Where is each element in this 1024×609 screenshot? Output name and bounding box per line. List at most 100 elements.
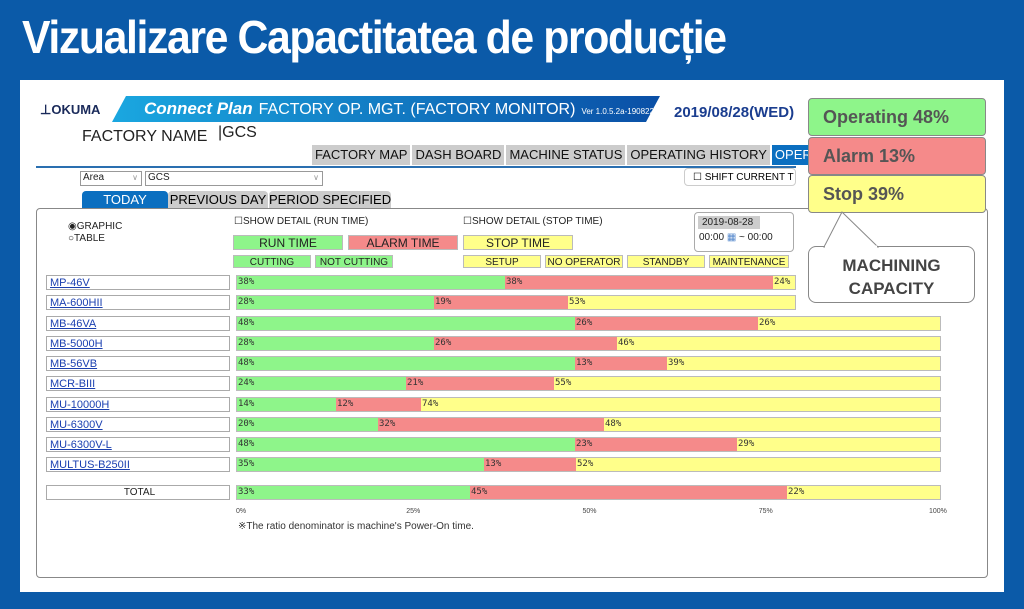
stacked-bar: 28% 26% 46%	[236, 336, 941, 351]
tab-machine-status[interactable]: MACHINE STATUS	[506, 145, 626, 165]
stacked-bar: 28% 19% 53%	[236, 295, 796, 310]
legend-setup: SETUP	[463, 255, 541, 268]
bar-segment-stop-time: 22%	[787, 486, 940, 499]
axis-tick-label: 50%	[582, 508, 597, 515]
nav-tabs: FACTORY MAP DASH BOARD MACHINE STATUS OP…	[312, 145, 830, 165]
machine-link[interactable]: MU-10000H	[46, 397, 230, 412]
app-banner: Connect Plan FACTORY OP. MGT. (FACTORY MO…	[112, 96, 660, 122]
bar-segment-stop-time: 74%	[421, 398, 940, 411]
bar-segment-run-time: 33%	[237, 486, 470, 499]
stop-callout: Stop 39%	[808, 175, 986, 213]
shift-current-checkbox[interactable]: ☐ SHIFT CURRENT T	[684, 168, 796, 186]
chevron-down-icon: ∨	[132, 173, 138, 182]
current-date: 2019/08/28(WED)	[674, 104, 795, 121]
tab-today[interactable]: TODAY	[82, 191, 168, 209]
bar-segment-stop-time: 55%	[554, 377, 940, 390]
tab-dash-board[interactable]: DASH BOARD	[412, 145, 505, 165]
bar-segment-stop-time: 52%	[576, 458, 940, 471]
stacked-bar: 48% 23% 29%	[236, 437, 941, 452]
bar-segment-run-time: 48%	[237, 317, 575, 330]
machining-capacity-label: MACHINING CAPACITY	[808, 246, 975, 303]
machine-link[interactable]: MB-5000H	[46, 336, 230, 351]
bar-segment-alarm-time: 26%	[434, 337, 617, 350]
date-field[interactable]: 2019-08-28	[698, 216, 760, 229]
bar-segment-stop-time: 46%	[617, 337, 940, 350]
legend-cutting: CUTTING	[233, 255, 311, 268]
time-to[interactable]: 00:00	[747, 232, 773, 243]
bar-segment-run-time: 14%	[237, 398, 336, 411]
bar-segment-alarm-time: 38%	[505, 276, 773, 289]
bar-segment-run-time: 35%	[237, 458, 484, 471]
show-detail-run-checkbox[interactable]: ☐SHOW DETAIL (RUN TIME)	[234, 216, 369, 227]
tab-period-specified[interactable]: PERIOD SPECIFIED	[269, 191, 392, 209]
machine-link[interactable]: MP-46V	[46, 275, 230, 290]
axis-tick-label: 100%	[929, 508, 947, 515]
legend-no-operator: NO OPERATOR	[545, 255, 623, 268]
bar-segment-alarm-time: 12%	[336, 398, 421, 411]
tab-factory-map[interactable]: FACTORY MAP	[312, 145, 411, 165]
version: Ver 1.0.5.2a-190822	[581, 107, 654, 116]
callout-pointer	[823, 211, 880, 249]
bar-segment-alarm-time: 13%	[575, 357, 667, 370]
machine-link[interactable]: MU-6300V	[46, 417, 230, 432]
axis-tick-label: 0%	[236, 508, 247, 515]
legend-not-cutting: NOT CUTTING	[315, 255, 393, 268]
area-select[interactable]: Area ∨	[80, 171, 142, 186]
okuma-logo: ⊥OKUMA	[40, 102, 101, 117]
show-detail-stop-checkbox[interactable]: ☐SHOW DETAIL (STOP TIME)	[463, 216, 603, 227]
stacked-bar: 20% 32% 48%	[236, 417, 941, 432]
bar-segment-run-time: 38%	[237, 276, 505, 289]
app-name: FACTORY OP. MGT. (FACTORY MONITOR)	[258, 101, 576, 118]
bar-segment-run-time: 20%	[237, 418, 378, 431]
bar-segment-run-time: 24%	[237, 377, 406, 390]
content-frame	[36, 208, 988, 578]
bar-segment-run-time: 28%	[237, 337, 434, 350]
bar-segment-alarm-time: 13%	[484, 458, 576, 471]
stacked-bar: 48% 13% 39%	[236, 356, 941, 371]
axis-tick-label: 75%	[758, 508, 773, 515]
date-range-box: 2019-08-28 00:00 ▦ ~ 00:00	[694, 212, 794, 252]
machine-link[interactable]: MULTUS-B250II	[46, 457, 230, 472]
legend-standby: STANDBY	[627, 255, 705, 268]
legend-alarm-time: ALARM TIME	[348, 235, 458, 250]
stacked-bar: 33% 45% 22%	[236, 485, 941, 500]
factory-name-value: |GCS	[218, 124, 257, 141]
machine-link[interactable]: MCR-BIII	[46, 376, 230, 391]
bar-segment-stop-time: 48%	[604, 418, 940, 431]
bar-segment-alarm-time: 45%	[470, 486, 787, 499]
bar-segment-alarm-time: 19%	[434, 296, 568, 309]
machine-link[interactable]: MB-46VA	[46, 316, 230, 331]
legend-maintenance: MAINTENANCE	[709, 255, 789, 268]
graphic-radio[interactable]: ◉GRAPHIC	[68, 221, 123, 232]
tilde: ~	[739, 232, 745, 243]
table-radio[interactable]: ○TABLE	[68, 233, 105, 244]
time-from[interactable]: 00:00	[699, 232, 725, 243]
bar-segment-alarm-time: 23%	[575, 438, 737, 451]
logo-text: OKUMA	[51, 102, 101, 117]
legend-run-time: RUN TIME	[233, 235, 343, 250]
machine-link[interactable]: MA-600HII	[46, 295, 230, 310]
stacked-bar: 14% 12% 74%	[236, 397, 941, 412]
stacked-bar: 24% 21% 55%	[236, 376, 941, 391]
machine-link[interactable]: MB-56VB	[46, 356, 230, 371]
legend-stop-time: STOP TIME	[463, 235, 573, 250]
alarm-callout: Alarm 13%	[808, 137, 986, 175]
bar-segment-stop-time: 53%	[568, 296, 795, 309]
divider	[36, 166, 796, 168]
bar-segment-alarm-time: 21%	[406, 377, 554, 390]
tab-operating-history[interactable]: OPERATING HISTORY	[627, 145, 770, 165]
stacked-bar: 35% 13% 52%	[236, 457, 941, 472]
calendar-icon[interactable]: ▦	[726, 232, 737, 243]
tab-previous-day[interactable]: PREVIOUS DAY	[168, 191, 268, 209]
group-select[interactable]: GCS ∨	[145, 171, 323, 186]
bar-segment-run-time: 48%	[237, 438, 575, 451]
bar-segment-stop-time: 26%	[758, 317, 940, 330]
machine-link[interactable]: MU-6300V-L	[46, 437, 230, 452]
operating-callout: Operating 48%	[808, 98, 986, 136]
brand: Connect Plan	[144, 99, 253, 118]
bar-segment-stop-time: 29%	[737, 438, 940, 451]
total-label: TOTAL	[46, 485, 230, 500]
page-title: Vizualizare Capactitatea de producție	[22, 11, 727, 63]
bar-segment-run-time: 48%	[237, 357, 575, 370]
bar-segment-alarm-time: 26%	[575, 317, 758, 330]
